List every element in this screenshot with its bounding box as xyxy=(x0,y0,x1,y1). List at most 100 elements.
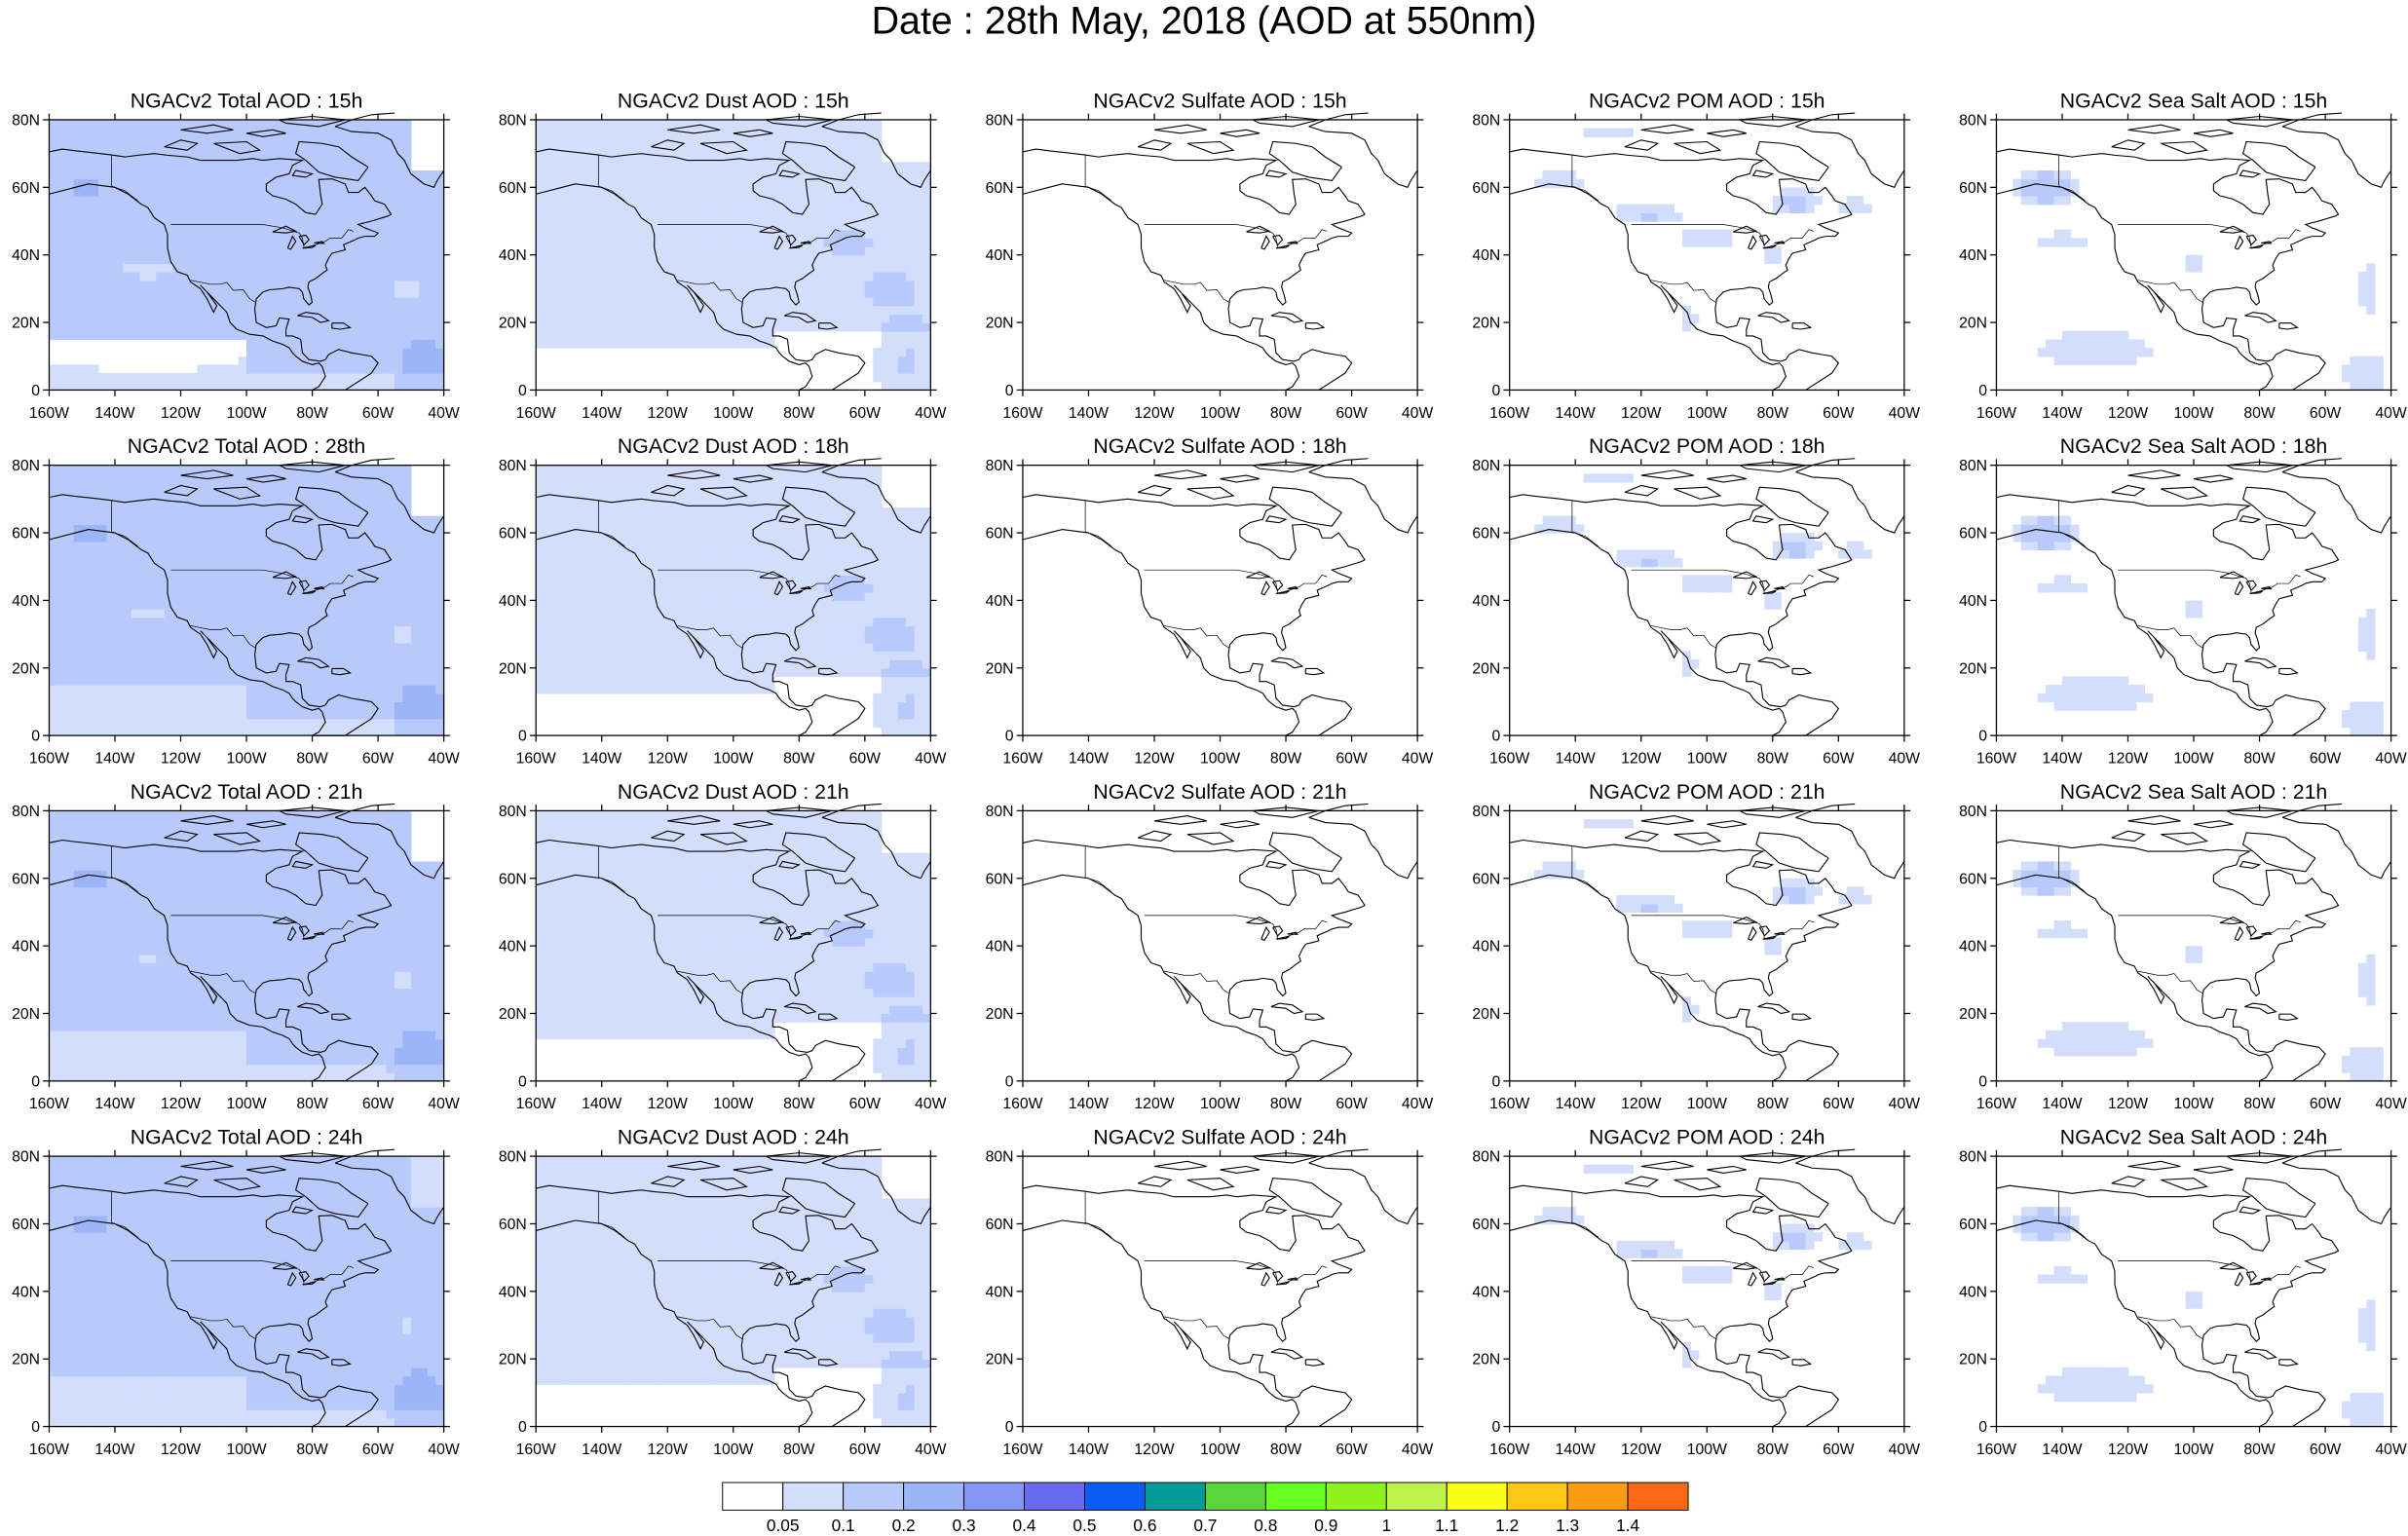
aod-field xyxy=(1534,1165,1872,1368)
lon-tick-label: 140W xyxy=(1069,1096,1109,1112)
colorbar-label: 1.4 xyxy=(1616,1516,1639,1535)
lat-tick-label: 60N xyxy=(499,1217,527,1233)
lon-tick-label: 40W xyxy=(428,1442,460,1458)
lon-tick-label: 120W xyxy=(1134,405,1174,422)
coastlines xyxy=(1510,1149,1904,1426)
lon-tick-label: 100W xyxy=(713,1442,753,1458)
lat-tick-label: 40N xyxy=(499,247,527,264)
lon-tick-label: 80W xyxy=(2243,1442,2276,1458)
aod-field xyxy=(49,1156,444,1427)
lon-tick-label: 40W xyxy=(2375,1096,2407,1112)
lat-tick-label: 20N xyxy=(1472,1006,1500,1023)
aod-field xyxy=(2013,516,2383,736)
colorbar-box xyxy=(1205,1482,1265,1510)
lat-tick-label: 20N xyxy=(12,1352,40,1368)
lat-tick-label: 20N xyxy=(499,1006,527,1023)
lat-tick-label: 60N xyxy=(12,1217,40,1233)
lat-tick-label: 40N xyxy=(12,593,40,610)
lat-tick-label: 20N xyxy=(1472,1352,1500,1368)
colorbar-label: 1.3 xyxy=(1556,1516,1579,1535)
lon-tick-label: 160W xyxy=(1002,751,1042,768)
lon-tick-label: 80W xyxy=(2243,405,2276,422)
lon-tick-label: 160W xyxy=(1976,1096,2016,1112)
lat-tick-label: 0 xyxy=(1491,729,1500,745)
aod-field xyxy=(2013,1207,2383,1427)
lon-tick-label: 120W xyxy=(2108,1096,2148,1112)
lon-tick-label: 100W xyxy=(1687,405,1727,422)
lat-tick-label: 80N xyxy=(499,458,527,474)
lon-tick-label: 60W xyxy=(1823,751,1855,768)
lon-tick-label: 40W xyxy=(1889,1442,1921,1458)
borders xyxy=(1085,1191,1327,1339)
lon-tick-label: 120W xyxy=(1621,751,1661,768)
lon-tick-label: 40W xyxy=(1889,1096,1921,1112)
lon-tick-label: 100W xyxy=(713,751,753,768)
colorbar-label: 0.6 xyxy=(1133,1516,1156,1535)
lat-tick-label: 60N xyxy=(1472,526,1500,543)
borders xyxy=(1572,501,1814,649)
lon-tick-label: 120W xyxy=(648,405,688,422)
aod-field xyxy=(536,1156,931,1427)
lon-tick-label: 100W xyxy=(2173,1096,2213,1112)
colorbar-label: 0.4 xyxy=(1012,1516,1035,1535)
lon-tick-label: 60W xyxy=(362,1442,395,1458)
colorbar-box xyxy=(1507,1482,1567,1510)
lon-tick-label: 80W xyxy=(1270,751,1302,768)
lat-tick-label: 20N xyxy=(986,316,1014,332)
lon-tick-label: 140W xyxy=(1556,405,1596,422)
colorbar-box xyxy=(1326,1482,1386,1510)
lon-tick-label: 120W xyxy=(161,405,201,422)
aod-field xyxy=(536,120,931,391)
lon-tick-label: 100W xyxy=(1200,1442,1240,1458)
map-frame xyxy=(1510,810,1904,1080)
lon-tick-label: 100W xyxy=(1687,1442,1727,1458)
lon-tick-label: 140W xyxy=(1556,751,1596,768)
borders xyxy=(2059,845,2301,993)
lat-tick-label: 40N xyxy=(12,247,40,264)
lat-tick-label: 20N xyxy=(1472,316,1500,332)
lat-tick-label: 80N xyxy=(1472,1149,1500,1166)
lat-tick-label: 40N xyxy=(12,939,40,955)
lon-tick-label: 60W xyxy=(1336,1096,1368,1112)
lon-tick-label: 80W xyxy=(296,751,328,768)
lon-tick-label: 80W xyxy=(1270,1096,1302,1112)
lon-tick-label: 100W xyxy=(226,751,266,768)
lat-tick-label: 80N xyxy=(1959,458,1987,474)
lon-tick-label: 60W xyxy=(849,1096,882,1112)
lat-tick-label: 0 xyxy=(1005,383,1014,399)
lat-tick-label: 0 xyxy=(1978,729,1987,745)
lat-tick-label: 80N xyxy=(12,804,40,820)
colorbar-box xyxy=(1025,1482,1085,1510)
lon-tick-label: 40W xyxy=(428,751,460,768)
lat-tick-label: 80N xyxy=(986,804,1014,820)
lon-tick-label: 80W xyxy=(1757,1442,1789,1458)
lon-tick-label: 140W xyxy=(94,1096,134,1112)
lon-tick-label: 160W xyxy=(1002,405,1042,422)
colorbar-box xyxy=(723,1482,783,1510)
lon-tick-label: 120W xyxy=(648,751,688,768)
coastlines xyxy=(1510,459,1904,735)
lat-tick-label: 20N xyxy=(1959,316,1987,332)
lat-tick-label: 60N xyxy=(986,526,1014,543)
lon-tick-label: 140W xyxy=(582,1096,621,1112)
lat-tick-label: 80N xyxy=(12,112,40,129)
lon-tick-label: 140W xyxy=(582,405,621,422)
lon-tick-label: 40W xyxy=(915,1442,947,1458)
lat-tick-label: 80N xyxy=(1472,112,1500,129)
lat-tick-label: 80N xyxy=(986,1149,1014,1166)
lon-tick-label: 80W xyxy=(1757,405,1789,422)
lat-tick-label: 60N xyxy=(499,180,527,197)
lon-tick-label: 40W xyxy=(1402,1442,1434,1458)
lat-tick-label: 20N xyxy=(1472,660,1500,677)
lon-tick-label: 80W xyxy=(783,1096,815,1112)
lon-tick-label: 60W xyxy=(1823,1442,1855,1458)
